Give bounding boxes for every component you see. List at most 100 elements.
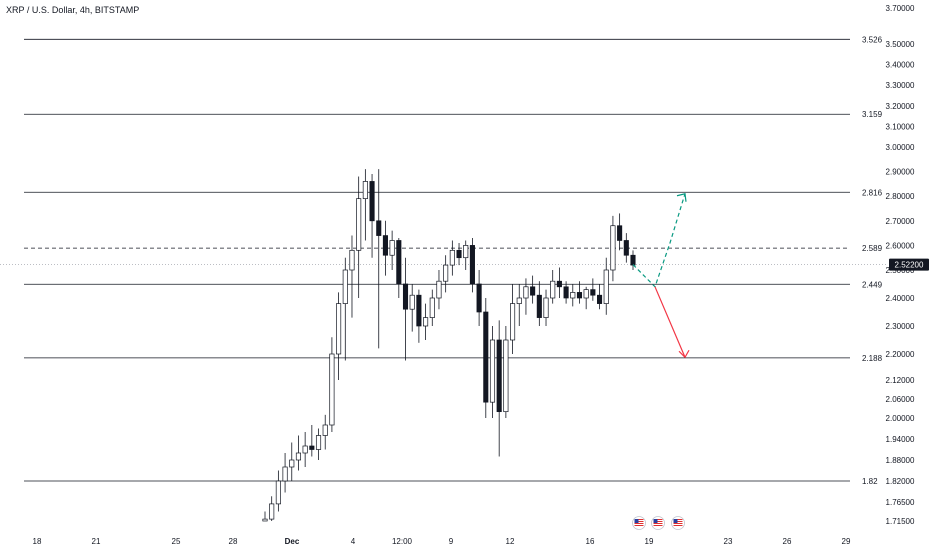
bullish-arrow-head — [676, 192, 687, 202]
candle-body — [630, 254, 636, 266]
candle-body — [429, 297, 435, 318]
us-flag-stripe — [673, 521, 683, 522]
level-label: 2.449 — [862, 280, 883, 289]
bearish-projection-path — [654, 286, 686, 358]
candle-body — [563, 286, 569, 299]
candle-body — [275, 480, 281, 505]
y-tick-label: 1.82000 — [886, 477, 915, 486]
us-flag-canton — [653, 519, 658, 523]
candle-body — [329, 353, 335, 426]
x-tick-label: 4 — [351, 537, 356, 546]
level-label: 2.188 — [862, 354, 883, 363]
candle-body — [603, 269, 609, 304]
candle-body — [416, 294, 422, 327]
current-price-label: 2.52200 — [895, 261, 924, 270]
us-flag-stripe — [653, 525, 663, 526]
candle-body — [570, 292, 576, 299]
y-tick-label: 1.76500 — [886, 498, 915, 507]
x-tick-label: 23 — [724, 537, 733, 546]
candle-body — [376, 220, 382, 236]
level-label: 1.82 — [862, 477, 878, 486]
bearish-arrow-head — [678, 349, 690, 359]
current-price-badge — [889, 258, 929, 271]
level-label: 3.526 — [862, 35, 883, 44]
candle-body — [496, 339, 502, 413]
candle-body — [476, 283, 482, 313]
y-tick-label: 1.71500 — [886, 517, 915, 526]
x-tick-label: 21 — [92, 537, 101, 546]
candle-body — [269, 503, 275, 520]
us-flag-stripe — [634, 525, 644, 526]
y-tick-label: 3.30000 — [886, 81, 915, 90]
candle-body — [483, 311, 489, 403]
us-flag-stripe — [653, 523, 663, 524]
candle-body — [583, 289, 589, 299]
candle-body — [315, 435, 322, 450]
candle-body — [409, 294, 415, 310]
candle-body — [516, 297, 522, 304]
level-label: 3.159 — [862, 110, 883, 119]
us-flag-canton — [673, 519, 678, 523]
candle-body — [590, 289, 596, 296]
candle-body — [402, 283, 409, 310]
candle-body — [443, 264, 449, 282]
candle-body — [322, 424, 328, 436]
candle-body — [456, 249, 462, 259]
x-tick-label: 19 — [645, 537, 654, 546]
candle-body — [382, 235, 388, 256]
x-tick-label: 26 — [783, 537, 792, 546]
candle-body — [623, 240, 629, 256]
candle-body — [295, 452, 302, 461]
candle-body — [369, 181, 375, 222]
candle-body — [523, 286, 529, 299]
x-tick-label: Dec — [285, 537, 300, 546]
y-tick-label: 2.70000 — [886, 217, 915, 226]
candle-body — [469, 245, 475, 285]
candle-body — [262, 518, 268, 522]
x-tick-label: 9 — [449, 537, 454, 546]
chart-title: XRP / U.S. Dollar, 4h, BITSTAMP — [6, 5, 140, 15]
us-flag-stripe — [634, 523, 644, 524]
us-flag-stripe — [673, 519, 683, 520]
candle-body — [556, 280, 562, 288]
x-tick-label: 29 — [842, 537, 851, 546]
y-tick-label: 3.50000 — [886, 40, 915, 49]
us-flag-stripe — [653, 521, 663, 522]
candle-body — [463, 245, 469, 259]
y-tick-label: 2.06000 — [886, 395, 915, 404]
candle-body — [536, 294, 542, 318]
y-tick-label: 2.12000 — [886, 376, 915, 385]
candle-body — [550, 280, 556, 299]
y-tick-label: 1.94000 — [886, 435, 915, 444]
candle-body — [503, 339, 509, 413]
y-tick-label: 2.40000 — [886, 294, 915, 303]
y-tick-label: 2.20000 — [886, 350, 915, 359]
level-label: 2.816 — [862, 188, 883, 197]
y-tick-label: 2.30000 — [886, 322, 915, 331]
x-tick-label: 28 — [229, 537, 238, 546]
x-tick-label: 12:00 — [392, 537, 413, 546]
candle-body — [362, 181, 368, 200]
candle-body — [576, 292, 583, 299]
x-tick-label: 18 — [33, 537, 42, 546]
y-tick-label: 1.88000 — [886, 456, 915, 465]
y-tick-label: 2.80000 — [886, 192, 915, 201]
candle-body — [302, 445, 308, 454]
candle-body — [349, 249, 355, 271]
y-tick-label: 3.10000 — [886, 122, 915, 131]
us-flag-canton — [634, 519, 639, 523]
y-tick-label: 2.00000 — [886, 414, 915, 423]
candle-body — [309, 445, 315, 450]
y-tick-label: 3.70000 — [886, 4, 915, 13]
candle-body — [436, 280, 442, 299]
us-flag-stripe — [634, 521, 644, 522]
y-tick-label: 3.20000 — [886, 102, 915, 111]
x-tick-label: 12 — [506, 537, 515, 546]
candle-body — [617, 225, 623, 241]
y-tick-label: 3.00000 — [886, 143, 915, 152]
bullish-projection-path — [632, 193, 686, 288]
candle-body — [389, 240, 395, 256]
candle-body — [543, 297, 549, 318]
candle-body — [396, 240, 402, 285]
